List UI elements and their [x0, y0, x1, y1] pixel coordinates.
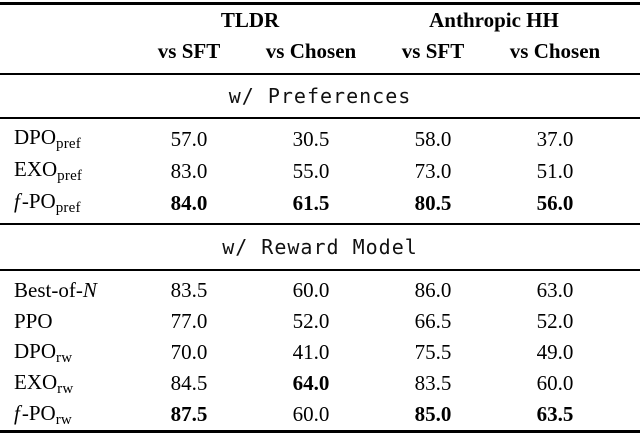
cell-value: 84.5: [170, 371, 208, 395]
label-text: PPO: [14, 309, 53, 333]
column-header-hh-vs-sft: vs SFT: [401, 38, 465, 63]
cell-value: 84.0: [170, 190, 208, 215]
table-row: DPOrw 70.0 41.0 75.5 49.0: [0, 337, 640, 368]
cell-value: 52.0: [292, 309, 330, 333]
cell-value: 83.5: [170, 278, 208, 302]
cell-value: 57.0: [170, 126, 208, 151]
table-row: EXOpref 83.0 55.0 73.0 51.0: [0, 155, 640, 187]
cell-value: 37.0: [536, 126, 574, 151]
header-group-row: TLDR Anthropic HH: [0, 5, 640, 36]
label-subscript: pref: [56, 136, 81, 152]
cell-value: 85.0: [414, 402, 452, 426]
section-rows: Best-of-N 83.5 60.0 86.0 63.0 PPO 77.0 52.0 66.5…: [0, 271, 640, 430]
row-label: EXOrw: [0, 370, 128, 398]
section-divider-rule: [0, 223, 640, 225]
cell-value: 75.5: [414, 340, 452, 364]
table-row: EXOrw 84.5 64.0 83.5 60.0: [0, 368, 640, 399]
cell-value: 60.0: [536, 371, 574, 395]
label-text: -PO: [21, 189, 56, 213]
label-text: -PO: [21, 400, 56, 425]
label-text: EXO: [14, 369, 58, 394]
cell-value: 87.5: [170, 402, 208, 426]
label-text: DPO: [14, 338, 57, 363]
table-row: f-POrw 87.5 60.0 85.0 63.5: [0, 399, 640, 430]
row-label: Best-of-N: [0, 278, 128, 303]
cell-value: 86.0: [414, 278, 452, 302]
row-label: DPOpref: [0, 125, 128, 153]
cell-value: 51.0: [536, 158, 574, 183]
cell-value: 83.0: [170, 158, 208, 183]
cell-value: 60.0: [292, 278, 330, 302]
row-label: DPOrw: [0, 339, 128, 367]
top-rule: [0, 2, 640, 5]
results-table: TLDR Anthropic HH vs SFT vs Chosen vs SF…: [0, 2, 640, 433]
label-text: EXO: [14, 157, 58, 181]
cell-value: 58.0: [414, 126, 452, 151]
section-rule: [0, 269, 640, 271]
cell-value: 49.0: [536, 340, 574, 364]
label-subscript: rw: [55, 411, 72, 428]
label-text: Best-of-: [14, 278, 83, 302]
cell-value: 66.5: [414, 309, 452, 333]
label-subscript: pref: [57, 168, 83, 184]
bottom-rule: [0, 430, 640, 433]
label-italic-segment: f: [14, 189, 20, 213]
cell-value: 73.0: [414, 158, 452, 183]
column-header-tldr-vs-sft: vs SFT: [157, 38, 221, 63]
row-label: f-POpref: [0, 189, 128, 217]
cell-value: 61.5: [292, 190, 330, 215]
column-group-anthropic-hh: Anthropic HH: [429, 8, 559, 32]
table-row: PPO 77.0 52.0 66.5 52.0: [0, 306, 640, 337]
table-row: f-POpref 84.0 61.5 80.5 56.0: [0, 187, 640, 219]
label-italic-segment: N: [82, 278, 97, 302]
cell-value: 56.0: [536, 190, 574, 215]
cell-value: 77.0: [170, 309, 208, 333]
cell-value: 80.5: [414, 190, 452, 215]
label-italic-segment: f: [14, 400, 20, 425]
section-rows: DPOpref 57.0 30.5 58.0 37.0 EXOpref 83.0 55.0 73…: [0, 119, 640, 223]
label-subscript: rw: [56, 349, 73, 366]
label-subscript: pref: [55, 200, 81, 216]
header-col-row: vs SFT vs Chosen vs SFT vs Chosen: [0, 36, 640, 66]
column-group-tldr: TLDR: [220, 8, 280, 32]
cell-value: 83.5: [414, 371, 452, 395]
cell-value: 63.5: [536, 402, 574, 426]
section-title: w/ Preferences: [228, 84, 412, 108]
cell-value: 52.0: [536, 309, 574, 333]
cell-value: 63.0: [536, 278, 574, 302]
cell-value: 55.0: [292, 158, 330, 183]
column-header-hh-vs-chosen: vs Chosen: [509, 38, 601, 63]
table-row: Best-of-N 83.5 60.0 86.0 63.0: [0, 275, 640, 306]
section-title: w/ Reward Model: [222, 235, 418, 259]
section-rule: [0, 117, 640, 119]
row-label: EXOpref: [0, 157, 128, 185]
row-label: PPO: [0, 309, 128, 334]
table-row: DPOpref 57.0 30.5 58.0 37.0: [0, 123, 640, 155]
cell-value: 30.5: [292, 126, 330, 151]
cell-value: 64.0: [292, 371, 330, 395]
row-label: f-POrw: [0, 401, 128, 429]
table-body: w/ Preferences DPOpref 57.0 30.5 58.0 37.0 EXO…: [0, 75, 640, 430]
cell-value: 70.0: [170, 340, 208, 364]
label-text: DPO: [14, 125, 57, 149]
label-subscript: rw: [57, 380, 74, 397]
column-header-tldr-vs-chosen: vs Chosen: [265, 38, 357, 63]
header-rule: [0, 73, 640, 75]
cell-value: 41.0: [292, 340, 330, 364]
cell-value: 60.0: [292, 402, 330, 426]
